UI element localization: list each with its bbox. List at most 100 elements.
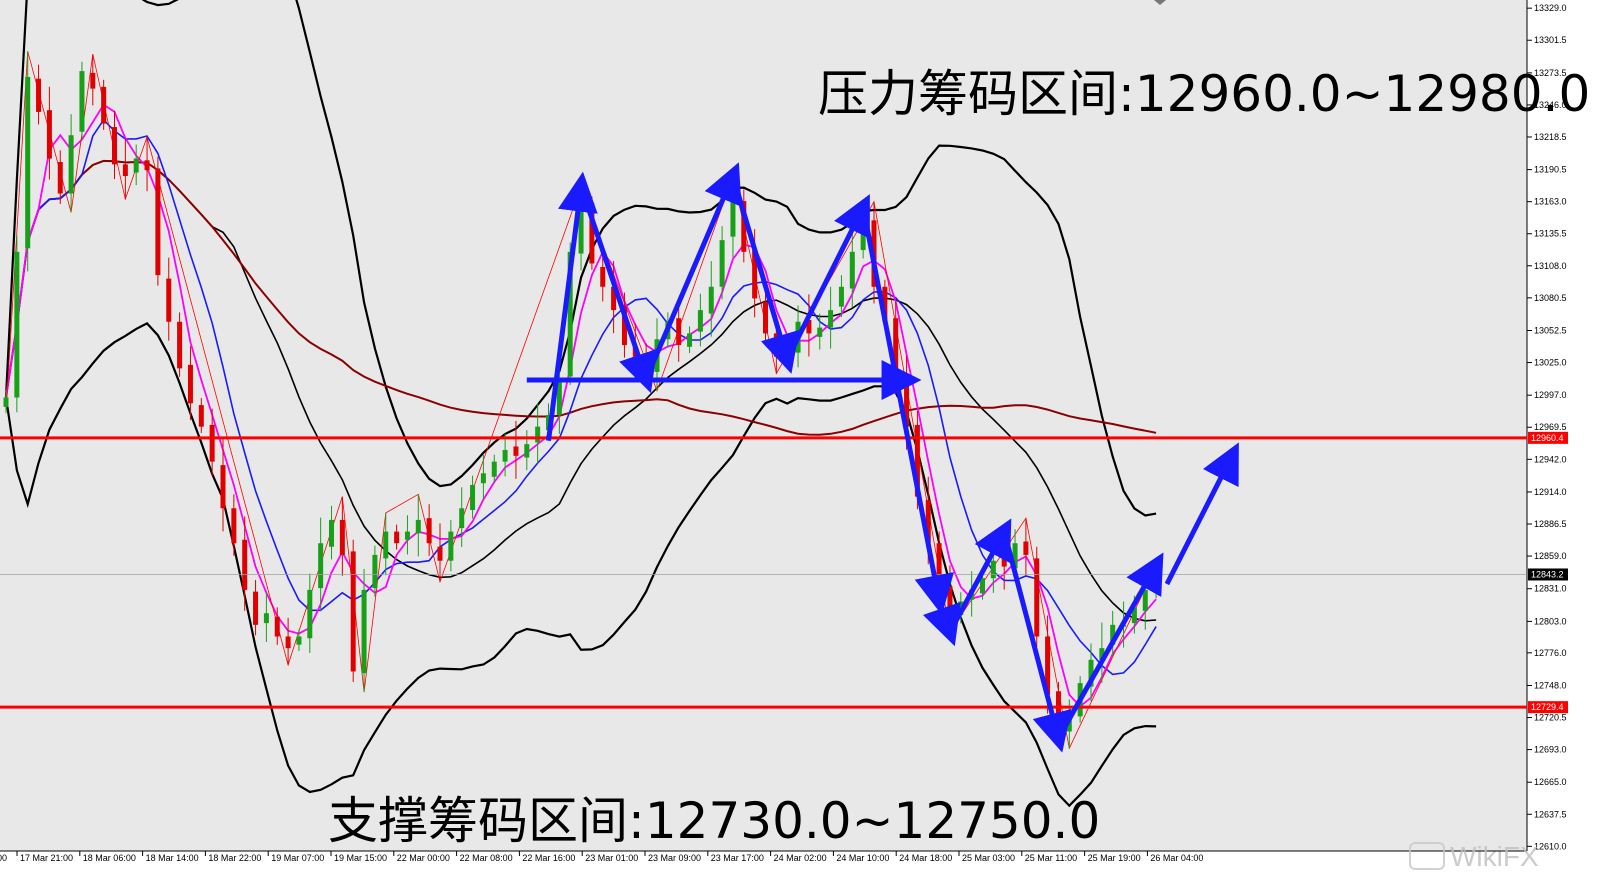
y-tick-label: 12859.0 — [1534, 551, 1567, 561]
candle — [307, 573, 313, 653]
candle-body — [914, 424, 920, 497]
x-tick-label: 18 Mar 06:00 — [83, 853, 136, 863]
candle-body — [437, 546, 443, 561]
candle-body — [14, 251, 20, 398]
y-tick-label: 13301.5 — [1534, 35, 1567, 45]
x-tick-label: 18 Mar 22:00 — [208, 853, 261, 863]
x-tick-label: 23 Mar 01:00 — [585, 853, 638, 863]
candle — [849, 230, 855, 308]
x-tick-label: 24 Mar 02:00 — [774, 853, 827, 863]
candle — [46, 86, 52, 180]
candle-body — [1153, 574, 1159, 590]
candle — [817, 313, 823, 350]
candle — [697, 293, 703, 347]
candle — [708, 261, 714, 337]
candle-body — [470, 484, 476, 511]
candle-body — [882, 286, 888, 322]
candle — [611, 261, 617, 334]
candle-body — [893, 318, 899, 381]
candle-body — [350, 551, 356, 672]
candle-body — [730, 199, 736, 237]
candle-body — [90, 72, 96, 89]
candle-body — [1088, 659, 1094, 687]
candle — [1023, 518, 1029, 576]
y-tick-label: 13246.0 — [1534, 100, 1567, 110]
candle-body — [361, 589, 367, 674]
x-tick-label: 19 Mar 07:00 — [271, 853, 324, 863]
candle — [166, 257, 172, 341]
candle-body — [1001, 557, 1007, 567]
candle-body — [947, 586, 953, 614]
candle — [25, 51, 31, 272]
x-tick-label: 24 Mar 10:00 — [836, 853, 889, 863]
candle-body — [112, 127, 117, 165]
watermark: WikiFX — [1409, 841, 1539, 872]
y-tick-label: 12803.0 — [1534, 616, 1567, 626]
candle-body — [763, 301, 768, 334]
candle-body — [177, 321, 183, 369]
candle-body — [990, 560, 996, 579]
candle-body — [187, 364, 193, 404]
y-tick-label: 13329.0 — [1534, 3, 1567, 13]
candle — [448, 519, 454, 572]
candle-body — [1099, 648, 1105, 660]
x-tick-label: 25 Mar 19:00 — [1088, 853, 1141, 863]
candle — [719, 226, 725, 300]
price-axis: 13329.0 13301.5 13273.5 13246.0 13218.5 13190… — [1527, 3, 1568, 851]
candle — [394, 524, 400, 550]
pattern-arrow — [947, 518, 1012, 634]
candle-body — [1142, 589, 1148, 611]
candle — [122, 138, 128, 200]
candle — [79, 61, 85, 141]
y-tick-label: 13135.5 — [1534, 229, 1567, 239]
candle-body — [274, 616, 280, 637]
y-tick-label: 12886.5 — [1534, 519, 1567, 529]
pattern-arrow — [546, 171, 598, 441]
window-corner-icon — [1154, 0, 1166, 5]
watermark-logo-icon — [1409, 842, 1445, 870]
candle — [155, 156, 161, 286]
y-tick-label: 13108.0 — [1534, 261, 1567, 271]
time-axis-panel — [0, 851, 1612, 891]
price-tag-label: 12729.4 — [1531, 702, 1564, 712]
time-axis: 00 17 Mar 21:00 18 Mar 06:00 18 Mar 14:00 18… — [0, 851, 1203, 863]
candle-body — [1012, 543, 1018, 569]
candle-body — [491, 461, 497, 477]
candle — [415, 494, 421, 557]
candle-body — [1110, 624, 1116, 645]
candle — [470, 475, 476, 519]
candle-body — [144, 160, 150, 171]
candle-body — [849, 251, 855, 289]
candle-body — [817, 327, 823, 337]
candle-body — [719, 240, 725, 287]
candle — [350, 539, 356, 682]
pattern-arrow — [730, 175, 800, 374]
pattern-arrow — [643, 162, 742, 380]
candle-body — [307, 589, 313, 639]
candle-body — [925, 500, 931, 544]
candle-body — [394, 531, 400, 544]
candle-body — [459, 508, 465, 529]
y-tick-label: 12693.0 — [1534, 745, 1567, 755]
candle — [68, 114, 74, 213]
candle — [828, 286, 834, 349]
candle-body — [687, 333, 693, 347]
candle — [285, 617, 291, 665]
candle-body — [155, 168, 161, 276]
y-tick-label: 13052.5 — [1534, 325, 1567, 335]
candle — [404, 515, 410, 555]
candle-body — [697, 310, 703, 332]
y-tick-label: 12969.5 — [1534, 422, 1567, 432]
candle-body — [578, 205, 584, 254]
candle-body — [3, 397, 9, 407]
candle — [14, 235, 20, 413]
candle-body — [621, 306, 627, 346]
candle-body — [980, 578, 985, 594]
candle-body — [372, 554, 378, 589]
candle-body — [524, 444, 530, 458]
candle-body — [57, 162, 63, 194]
y-tick-label: 12942.0 — [1534, 454, 1567, 464]
candle-body — [36, 78, 42, 112]
y-tick-label: 13273.5 — [1534, 68, 1567, 78]
